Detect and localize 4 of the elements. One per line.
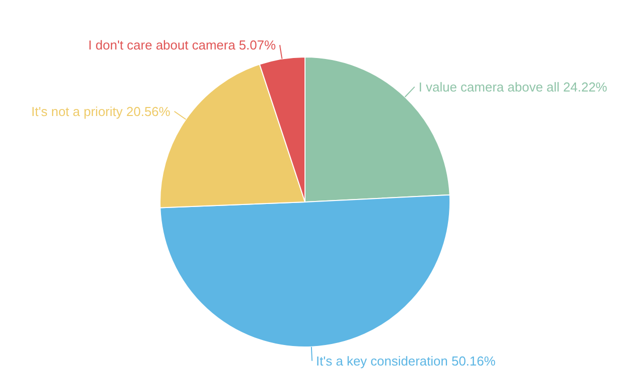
slice-label: It's not a priority 20.56% [31, 104, 171, 119]
slice-label: I don't care about camera 5.07% [88, 38, 276, 53]
slice-label: It's a key consideration 50.16% [316, 353, 496, 368]
slice-label: I value camera above all 24.22% [418, 79, 608, 94]
